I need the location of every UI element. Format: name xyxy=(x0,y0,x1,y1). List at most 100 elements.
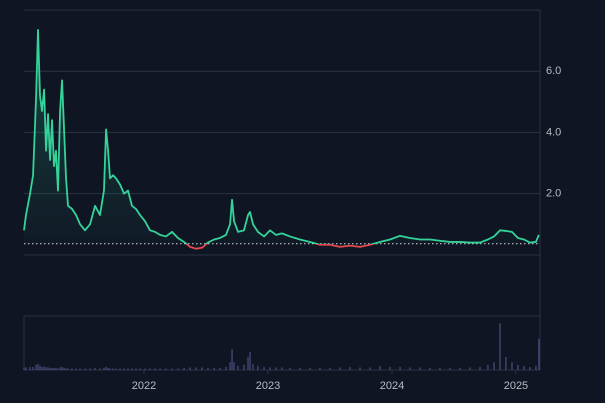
volume-bar xyxy=(309,367,311,370)
volume-bar xyxy=(469,367,471,370)
volume-bar xyxy=(59,367,61,370)
volume-bar xyxy=(275,367,277,370)
volume-bar xyxy=(71,368,73,370)
volume-bar xyxy=(233,362,235,370)
volume-bar xyxy=(57,368,59,370)
volume-bar xyxy=(499,323,501,370)
volume-bar xyxy=(237,365,239,370)
volume-bar xyxy=(479,366,481,370)
volume-bar xyxy=(149,368,151,370)
volume-bar xyxy=(439,367,441,370)
volume-bar xyxy=(67,368,69,370)
volume-bar xyxy=(379,365,381,370)
volume-bar xyxy=(109,368,111,370)
volume-bar xyxy=(45,367,47,370)
volume-bar xyxy=(263,366,265,370)
volume-bar xyxy=(349,366,351,370)
volume-bar xyxy=(269,367,271,370)
volume-bar xyxy=(123,368,125,370)
volume-bar xyxy=(61,366,63,370)
volume-bar xyxy=(29,366,31,370)
volume-bar xyxy=(257,365,259,370)
volume-bar xyxy=(359,367,361,370)
y-tick-label: 4.0 xyxy=(546,126,561,138)
volume-bar xyxy=(41,366,43,370)
volume-bar xyxy=(339,367,341,370)
volume-bar xyxy=(329,367,331,370)
volume-bar xyxy=(419,367,421,370)
volume-bar xyxy=(144,368,146,370)
volume-bar xyxy=(229,362,231,370)
volume-bar xyxy=(487,364,489,370)
volume-bar xyxy=(189,367,191,370)
volume-bar xyxy=(55,367,57,370)
volume-bar xyxy=(243,364,245,370)
volume-bar xyxy=(35,364,37,370)
x-tick-label: 2023 xyxy=(256,380,280,392)
volume-bar xyxy=(79,368,81,370)
volume-bar xyxy=(201,367,203,370)
volume-bar xyxy=(231,349,233,370)
x-tick-label: 2025 xyxy=(504,380,528,392)
volume-bar xyxy=(25,367,27,370)
area xyxy=(24,29,539,249)
volume-bar xyxy=(399,366,401,370)
volume-bar xyxy=(281,367,283,370)
volume-bar xyxy=(127,368,129,370)
volume-bar xyxy=(225,366,227,370)
volume-bar xyxy=(53,367,55,370)
volume-bar xyxy=(523,365,525,370)
volume-bar xyxy=(39,365,41,370)
volume-bar xyxy=(459,367,461,370)
volume-bar xyxy=(23,367,25,370)
volume-bar xyxy=(517,364,519,370)
volume-bar xyxy=(529,366,531,370)
volume-bar xyxy=(247,357,249,370)
volume-bar xyxy=(299,367,301,370)
volume-bar xyxy=(115,368,117,370)
price-line xyxy=(23,28,540,250)
volume-bar xyxy=(119,368,121,370)
volume-bar xyxy=(47,367,49,370)
volume-bar xyxy=(409,367,411,370)
volume-bar xyxy=(49,367,51,370)
volume-bar xyxy=(94,367,96,370)
volume-bar xyxy=(165,368,167,370)
y-tick-label: 6.0 xyxy=(546,65,561,77)
volume-bar xyxy=(103,367,105,370)
volume-bar xyxy=(75,368,77,370)
volume-bar xyxy=(84,368,86,370)
volume-bar xyxy=(171,368,173,370)
volume-bar xyxy=(37,363,39,370)
volume-bar xyxy=(135,368,137,370)
volume-bar xyxy=(319,367,321,370)
volume-bar xyxy=(139,368,141,370)
volume-bar xyxy=(389,366,391,370)
volume-bar xyxy=(219,367,221,370)
volume-bar xyxy=(51,367,53,370)
volume-bar xyxy=(195,367,197,370)
volume-bar xyxy=(249,351,251,370)
volume-bar xyxy=(213,367,215,370)
volume-bar xyxy=(252,363,254,370)
x-tick-label: 2022 xyxy=(132,380,156,392)
x-tick-label: 2024 xyxy=(380,380,404,392)
volume-bar xyxy=(505,357,507,370)
y-tick-label: 2.0 xyxy=(546,188,561,200)
volume-bar xyxy=(154,368,156,370)
volume-bar xyxy=(183,367,185,370)
volume-bar xyxy=(207,367,209,370)
volume-bar xyxy=(493,362,495,370)
volume-bar xyxy=(538,338,540,370)
volume-bar xyxy=(131,368,133,370)
volume-bar xyxy=(429,367,431,370)
volume-bar xyxy=(535,365,537,370)
volume-bar xyxy=(105,366,107,370)
volume-bar xyxy=(159,368,161,370)
volume-bar xyxy=(107,367,109,370)
volume-bar xyxy=(177,368,179,370)
volume-bar xyxy=(112,368,114,370)
volume-bar xyxy=(369,367,371,370)
